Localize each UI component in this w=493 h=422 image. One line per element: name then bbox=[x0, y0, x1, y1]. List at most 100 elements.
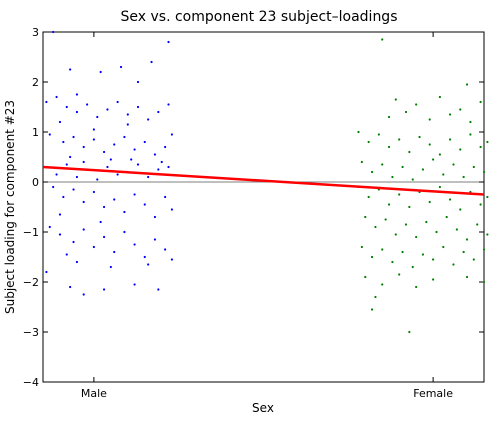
data-point-male bbox=[82, 228, 85, 231]
data-point-female bbox=[486, 195, 489, 199]
data-point-female bbox=[415, 285, 418, 289]
data-point-male bbox=[99, 220, 102, 224]
data-point-female bbox=[374, 295, 377, 299]
data-point-female bbox=[411, 178, 414, 181]
y-tick-label: 2 bbox=[32, 76, 39, 89]
data-point-male bbox=[143, 203, 146, 206]
data-point-female bbox=[482, 170, 486, 174]
y-tick-label: −3 bbox=[23, 326, 39, 339]
y-tick-label: −4 bbox=[23, 376, 39, 389]
data-point-male bbox=[126, 123, 129, 126]
data-point-female bbox=[401, 250, 404, 254]
data-point-male bbox=[133, 193, 136, 196]
data-point-female bbox=[472, 258, 475, 261]
data-point-female bbox=[357, 130, 360, 134]
data-point-female bbox=[469, 133, 472, 136]
data-point-female bbox=[462, 250, 465, 254]
data-point-female bbox=[404, 110, 408, 114]
chart-title: Sex vs. component 23 subject–loadings bbox=[121, 9, 398, 25]
data-point-male bbox=[153, 238, 157, 241]
data-point-female bbox=[465, 275, 469, 279]
data-point-female bbox=[479, 145, 482, 149]
data-point-male bbox=[52, 30, 55, 34]
data-point-male bbox=[102, 288, 106, 291]
data-point-male bbox=[113, 198, 116, 201]
data-point-female bbox=[448, 138, 452, 141]
data-point-female bbox=[364, 215, 367, 219]
x-tick-label: Female bbox=[413, 387, 453, 400]
data-point-female bbox=[404, 223, 408, 226]
data-point-female bbox=[465, 83, 469, 86]
y-tick-label: −2 bbox=[23, 276, 39, 289]
data-point-female bbox=[425, 220, 428, 224]
data-point-male bbox=[116, 100, 119, 104]
data-point-female bbox=[394, 98, 397, 101]
data-point-female bbox=[486, 233, 489, 236]
data-point-female bbox=[479, 203, 482, 206]
data-point-female bbox=[398, 193, 401, 196]
data-point-male bbox=[130, 158, 133, 161]
data-point-male bbox=[52, 185, 55, 189]
data-point-male bbox=[136, 80, 140, 84]
data-point-female bbox=[438, 185, 441, 189]
data-point-male bbox=[69, 68, 72, 71]
data-point-female bbox=[415, 235, 418, 239]
data-point-female bbox=[448, 198, 452, 201]
data-point-female bbox=[482, 248, 486, 251]
data-point-female bbox=[452, 263, 455, 266]
data-point-female bbox=[381, 38, 384, 41]
data-point-male bbox=[92, 245, 95, 249]
data-point-female bbox=[482, 280, 486, 284]
data-point-male bbox=[150, 60, 153, 64]
data-point-female bbox=[387, 115, 391, 119]
data-point-male bbox=[170, 208, 174, 211]
data-point-female bbox=[486, 140, 489, 144]
data-point-male bbox=[126, 113, 129, 116]
data-point-male bbox=[109, 158, 112, 161]
data-point-female bbox=[442, 173, 445, 176]
data-point-male bbox=[82, 145, 85, 149]
data-point-male bbox=[170, 133, 174, 136]
data-point-male bbox=[45, 270, 48, 274]
data-point-female bbox=[381, 248, 384, 251]
regression-line bbox=[42, 165, 485, 196]
data-point-male bbox=[65, 105, 68, 109]
data-point-female bbox=[377, 133, 380, 136]
data-point-female bbox=[384, 218, 387, 221]
data-point-female bbox=[438, 95, 441, 99]
data-point-female bbox=[421, 168, 425, 171]
data-point-female bbox=[479, 100, 482, 104]
data-point-male bbox=[72, 240, 75, 244]
data-point-female bbox=[459, 108, 462, 111]
y-tick-label: 1 bbox=[32, 126, 39, 139]
data-point-female bbox=[459, 148, 462, 151]
data-point-female bbox=[462, 175, 465, 179]
data-point-male bbox=[69, 285, 72, 289]
data-point-female bbox=[370, 170, 374, 174]
data-point-male bbox=[55, 173, 58, 176]
data-point-male bbox=[143, 255, 146, 259]
data-point-female bbox=[394, 233, 397, 236]
plot-area bbox=[42, 31, 485, 383]
data-point-female bbox=[398, 273, 401, 276]
data-point-male bbox=[58, 213, 62, 216]
data-point-female bbox=[465, 238, 469, 241]
data-point-female bbox=[408, 330, 411, 334]
data-point-female bbox=[472, 165, 475, 169]
data-point-male bbox=[75, 175, 79, 179]
data-point-male bbox=[72, 135, 75, 139]
data-point-male bbox=[136, 105, 140, 109]
data-point-male bbox=[55, 95, 58, 99]
data-point-male bbox=[164, 248, 167, 251]
y-tick-label: 3 bbox=[32, 26, 39, 39]
data-point-male bbox=[45, 100, 48, 104]
data-point-female bbox=[432, 158, 435, 161]
data-point-male bbox=[69, 155, 72, 159]
data-point-male bbox=[106, 108, 109, 111]
data-point-female bbox=[360, 245, 363, 249]
y-axis: −4 −3 −2 −1 0 1 2 3 bbox=[23, 26, 484, 389]
data-point-male bbox=[48, 225, 51, 229]
data-point-male bbox=[167, 103, 170, 106]
data-point-female bbox=[381, 163, 384, 166]
data-point-female bbox=[391, 260, 394, 264]
